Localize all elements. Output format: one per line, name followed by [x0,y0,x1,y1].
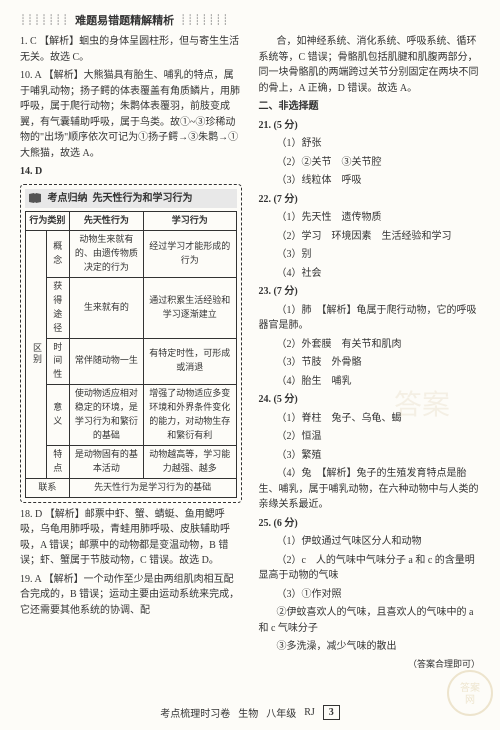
q21-2: （2）②关节 ③关节腔 [258,155,480,171]
q21-3: （3）线粒体 呼吸 [258,173,480,189]
q22-4: （4）社会 [258,266,480,282]
q23-1: （1）肺 【解析】龟属于爬行动物，它的呼吸器官是肺。 [258,303,480,334]
page-footer: 考点梳理时习卷 生物 八年级 RJ 3 [20,705,480,720]
right-column: 合，如神经系统、消化系统、呼吸系统、循环系统等，C 错误；骨骼肌包括肌腱和肌腹两… [258,34,480,699]
svg-text:网: 网 [465,694,475,706]
q10: 10. A 【解析】大熊猫具有胎生、哺乳的特点，属于哺乳动物；扬子鳄的体表覆盖有… [20,68,242,161]
book-icon [29,193,41,203]
left-column: 1. C 【解析】蛔虫的身体呈圆柱形，但与寄生生活无关。故选 C。 10. A … [20,34,242,699]
q1: 1. C 【解析】蛔虫的身体呈圆柱形，但与寄生生活无关。故选 C。 [20,34,242,65]
column-divider [250,34,251,699]
q23-3: （3）节肢 外骨骼 [258,355,480,371]
topic-box: 考点归纳 先天性行为和学习行为 行为类别 先天性行为 学习行为 区别 概念 动物… [20,184,242,503]
footer-subject: 生物 [238,705,258,720]
side-header: 区别 [26,230,47,478]
row-route-1: 生来就有的 [69,277,143,338]
q25-3: （3）①作对照 [258,587,480,603]
section2: 二、非选择题 [258,99,480,115]
row-meaning-1: 使动物适应相对稳定的环境，是学习行为和繁衍的基础 [69,385,143,446]
footer-label: 考点梳理时习卷 [160,705,230,720]
row-feature-1: 是动物固有的基本活动 [69,446,143,479]
row-concept-h: 概念 [46,230,69,277]
topic-label: 考点归纳 [48,193,88,204]
q24-2: （2）恒温 [258,429,480,445]
q23-2: （2）外套膜 有关节和肌肉 [258,337,480,353]
row-time-h: 时间性 [46,338,69,385]
q22-h: 22. (7 分) [258,192,480,208]
topic-header: 考点归纳 先天性行为和学习行为 [25,189,237,209]
q23-h: 23. (7 分) [258,284,480,300]
row-feature-2: 动物越高等，学习能力越强、越多 [144,446,236,479]
q21-h: 21. (5 分) [258,118,480,134]
q22-3: （3）别 [258,247,480,263]
q24-3: （3）繁殖 [258,448,480,464]
q14: 14. D [20,164,242,180]
watermark-center: 答案 [394,384,450,427]
th-innate: 先天性行为 [69,212,143,231]
row-feature-h: 特点 [46,446,69,479]
q19-cont: 合，如神经系统、消化系统、呼吸系统、循环系统等，C 错误；骨骼肌包括肌腱和肌腹两… [258,34,480,96]
footer-grade: 八年级 [266,705,296,720]
topic-title: 先天性行为和学习行为 [93,193,193,204]
header-title: 难题易错题精解精析 [75,12,174,28]
q25-4: ②伊蚊喜欢人的气味，且喜欢人的气味中的 a 和 c 气味分子 [258,605,480,636]
row-concept-2: 经过学习才能形成的行为 [144,230,236,277]
header-dash-right: ┊┊┊┊┊┊┊ [180,15,229,26]
footer-version: RJ [304,707,315,718]
row-time-2: 有特定时性，可形成或消退 [144,338,236,385]
row-meaning-2: 增强了动物适应多变环境和外界条件变化的能力，对动物生存和繁衍有利 [144,385,236,446]
q25-1: （1）伊蚊通过气味区分人和动物 [258,534,480,550]
q25-h: 25. (6 分) [258,516,480,532]
svg-text:答案: 答案 [460,681,480,694]
q25-5: ③多洗澡，减少气味的散出 [258,639,480,655]
q19: 19. A 【解析】一个动作至少是由两组肌肉相互配合完成的，B 错误；运动主要由… [20,572,242,619]
footer-page: 3 [323,705,340,720]
row-route-2: 通过积累生活经验和学习逐渐建立 [144,277,236,338]
q22-2: （2）学习 环境因素 生活经验和学习 [258,229,480,245]
q24-4: （4）兔 【解析】兔子的生殖发育特点是胎生、哺乳，属于哺乳动物，在六种动物中与人… [258,466,480,513]
watermark-logo: 答案 网 [446,669,494,720]
page-header: ┊┊┊┊┊┊┊ 难题易错题精解精析 ┊┊┊┊┊┊┊ [20,12,480,28]
row-time-1: 常伴随动物一生 [69,338,143,385]
header-dash-left: ┊┊┊┊┊┊┊ [20,15,69,26]
th-learned: 学习行为 [144,212,236,231]
relation-text: 先天性行为是学习行为的基础 [69,478,236,497]
relation-label: 联系 [26,478,70,497]
q21-1: （1）舒张 [258,136,480,152]
th-category: 行为类别 [26,212,70,231]
q22-1: （1）先天性 遗传物质 [258,210,480,226]
row-concept-1: 动物生来就有的、由遗传物质决定的行为 [69,230,143,277]
row-route-h: 获得途径 [46,277,69,338]
row-meaning-h: 意义 [46,385,69,446]
q25-2: （2）c 人的气味中气味分子 a 和 c 的含量明显高于动物的气味 [258,553,480,584]
behavior-table: 行为类别 先天性行为 学习行为 区别 概念 动物生来就有的、由遗传物质决定的行为… [25,211,237,498]
q18: 18. D 【解析】邮票中虾、蟹、蜻蜓、鱼用鳃呼吸，乌龟用肺呼吸，青蛙用肺呼吸、… [20,507,242,569]
